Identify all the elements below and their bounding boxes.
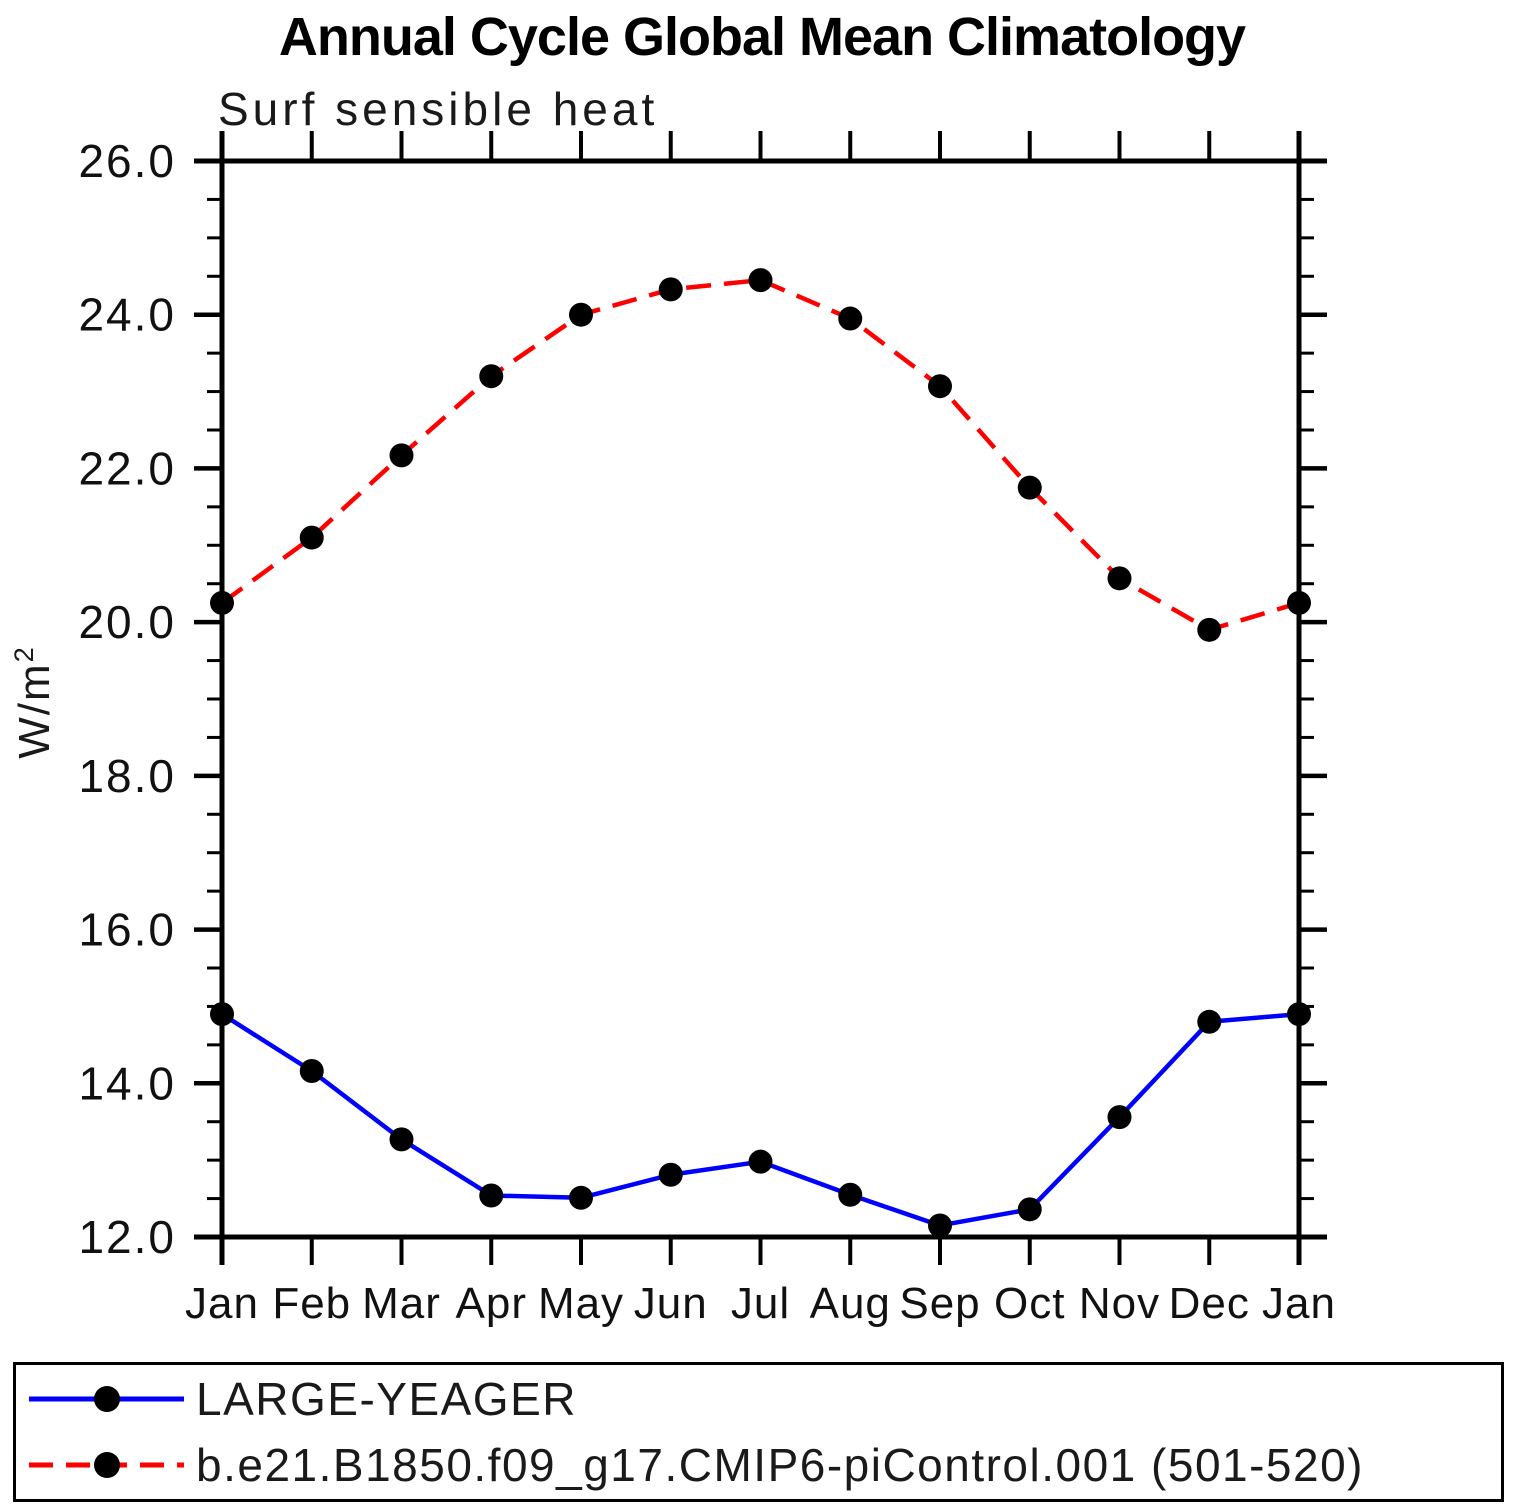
data-point-marker: [479, 1183, 504, 1208]
data-point-marker: [838, 1182, 863, 1207]
x-tick-label: Jan: [185, 1279, 259, 1328]
legend-marker-icon: [94, 1386, 120, 1412]
x-tick-label: Apr: [456, 1279, 527, 1328]
data-point-marker: [1197, 617, 1222, 642]
data-point-marker: [389, 443, 414, 468]
y-tick-label: 18.0: [78, 750, 176, 802]
y-tick-label: 26.0: [78, 135, 176, 187]
data-point-marker: [748, 1149, 773, 1174]
y-tick-label: 16.0: [78, 904, 176, 956]
series-line-0: [220, 1011, 1300, 1228]
data-point-marker: [928, 1213, 952, 1238]
x-tick-label: Sep: [899, 1279, 980, 1328]
x-tick-label: Dec: [1169, 1279, 1250, 1328]
legend-swatch-solid: [29, 1386, 184, 1412]
y-tick-label: 22.0: [78, 442, 176, 494]
data-point-marker: [299, 525, 324, 550]
x-tick-label: Nov: [1079, 1279, 1160, 1328]
series-line-1: [220, 277, 1300, 633]
data-point-marker: [479, 364, 504, 389]
y-tick-label: 24.0: [78, 289, 176, 341]
x-tick-label: Jul: [731, 1279, 790, 1328]
x-tick-label: Oct: [994, 1279, 1065, 1328]
axis-labels-group: Jan Feb Mar Apr May Jun Jul Aug Sep Oct Nov Dec Jan1…: [78, 135, 1336, 1328]
data-point-marker: [748, 268, 773, 293]
y-tick-label: 12.0: [78, 1211, 176, 1263]
data-point-marker: [1017, 1197, 1042, 1222]
data-point-marker: [210, 590, 234, 615]
legend-swatch-dashed: [29, 1452, 184, 1478]
legend-item-large-yeager: LARGE-YEAGER: [16, 1366, 1501, 1432]
data-point-marker: [658, 1162, 683, 1187]
x-tick-label: Aug: [810, 1279, 891, 1328]
legend: LARGE-YEAGER b.e21.B1850.f09_g17.CMIP6-p…: [13, 1362, 1504, 1502]
legend-label-large-yeager: LARGE-YEAGER: [196, 1373, 577, 1425]
x-tick-label: Feb: [272, 1279, 351, 1328]
y-tick-label: 20.0: [78, 596, 176, 648]
data-point-marker: [389, 1127, 414, 1152]
data-point-marker: [1107, 1105, 1132, 1130]
x-tick-label: Jan: [1262, 1279, 1336, 1328]
y-tick-label: 14.0: [78, 1057, 176, 1109]
x-tick-label: Jun: [634, 1279, 708, 1328]
legend-label-picontrol: b.e21.B1850.f09_g17.CMIP6-piControl.001 …: [196, 1439, 1364, 1491]
data-point-marker: [928, 374, 952, 399]
data-point-marker: [1197, 1009, 1222, 1034]
data-point-marker: [658, 277, 683, 302]
data-point-marker: [299, 1058, 324, 1083]
data-point-marker: [1287, 1002, 1311, 1027]
data-point-marker: [569, 1185, 593, 1210]
data-point-marker: [838, 306, 863, 331]
data-point-marker: [569, 302, 593, 327]
data-point-marker: [1287, 590, 1311, 615]
axes-group: [194, 131, 1327, 1265]
chart-subtitle: Surf sensible heat: [218, 83, 659, 135]
legend-marker-icon: [94, 1452, 120, 1478]
x-tick-label: Mar: [362, 1279, 441, 1328]
legend-item-picontrol: b.e21.B1850.f09_g17.CMIP6-piControl.001 …: [16, 1432, 1501, 1498]
series-group: [210, 268, 1311, 1238]
data-point-marker: [210, 1002, 234, 1027]
plot-svg: Jan Feb Mar Apr May Jun Jul Aug Sep Oct Nov Dec Jan1…: [78, 131, 1336, 1328]
x-tick-label: May: [538, 1279, 624, 1328]
data-point-marker: [1107, 566, 1132, 591]
chart-title: Annual Cycle Global Mean Climatology: [278, 7, 1246, 67]
data-point-marker: [1017, 475, 1042, 500]
